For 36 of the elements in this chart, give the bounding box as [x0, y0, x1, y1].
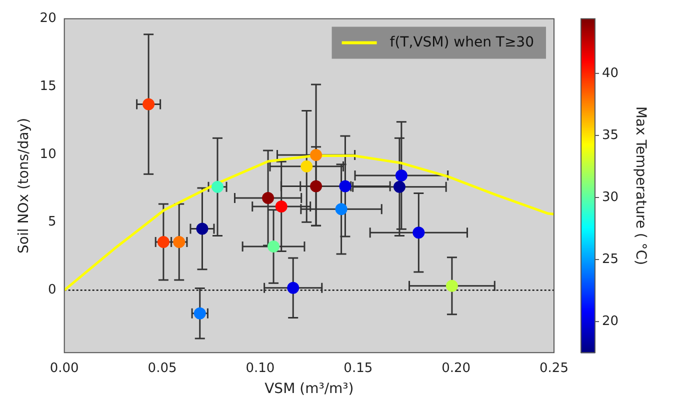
- y-axis-title: Soil NOx (tons/day): [16, 118, 32, 254]
- y-tick-label: 5: [48, 214, 56, 230]
- point: [275, 200, 288, 212]
- point: [268, 240, 280, 252]
- color-bar-label: 35: [602, 128, 619, 143]
- x-tick-label: 0.10: [246, 360, 275, 376]
- point: [300, 160, 313, 172]
- legend-label: f(T,VSM) when T≥30: [390, 34, 534, 50]
- y-tick-label: 0: [48, 282, 56, 298]
- point: [142, 98, 155, 110]
- point: [393, 180, 406, 193]
- point: [310, 180, 322, 192]
- point: [339, 180, 352, 192]
- point: [412, 226, 425, 239]
- point: [287, 282, 300, 294]
- x-tick-label: 0.25: [540, 360, 568, 376]
- point: [310, 149, 322, 162]
- y-tick-label: 10: [40, 146, 56, 162]
- color-bar-label: 40: [602, 66, 619, 81]
- y-tick-label: 20: [40, 11, 56, 26]
- point: [212, 180, 224, 193]
- point: [262, 192, 274, 204]
- point: [395, 170, 408, 182]
- point: [335, 203, 348, 216]
- x-tick-label: 0.20: [442, 360, 471, 376]
- x-axis-title: VSM (m³/m³): [264, 381, 354, 398]
- point: [196, 222, 208, 235]
- color-bar-label: 25: [602, 252, 619, 267]
- color-bar-label: 30: [602, 190, 619, 205]
- y-tick-label: 15: [40, 79, 56, 94]
- point: [446, 280, 458, 292]
- color-bar-label: 20: [602, 314, 619, 329]
- x-tick-label: 0.05: [148, 360, 177, 376]
- color-bar-title: Max Temperature ( °C): [632, 106, 648, 266]
- x-tick-label: 0.15: [344, 360, 373, 376]
- x-tick-label: 0.00: [50, 360, 79, 376]
